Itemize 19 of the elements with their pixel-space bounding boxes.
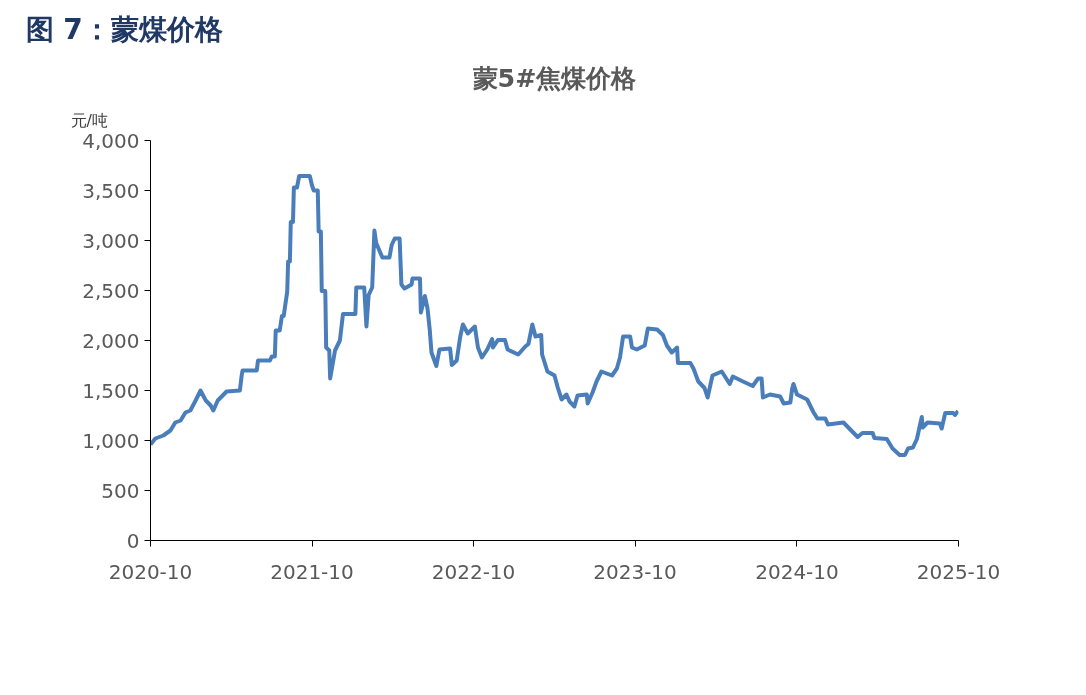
x-tick-label: 2024-10 <box>755 559 839 584</box>
y-tick-label: 1,500 <box>82 378 140 403</box>
y-tick-label: 500 <box>101 478 140 503</box>
x-tick-label: 2021-10 <box>270 559 354 584</box>
y-tick-label: 0 <box>126 528 140 553</box>
x-tick-label: 2025-10 <box>916 559 1001 584</box>
y-tick-label: 4,000 <box>82 128 140 153</box>
y-tick-label: 1,000 <box>82 428 140 453</box>
y-tick-label: 2,000 <box>82 328 140 353</box>
y-tick-label: 3,500 <box>82 178 140 203</box>
y-tick-label: 3,000 <box>82 228 140 253</box>
chart-title: 图 7：蒙煤价格 <box>25 12 223 46</box>
x-tick-label: 2020-10 <box>108 559 193 584</box>
y-tick-label: 2,500 <box>82 278 140 303</box>
chart-subtitle: 蒙5#焦煤价格 <box>471 62 638 93</box>
x-tick-label: 2023-10 <box>593 559 677 584</box>
x-tick-label: 2022-10 <box>431 559 516 584</box>
line-series <box>150 174 959 457</box>
y-axis-title: 元/吨 <box>70 110 108 130</box>
